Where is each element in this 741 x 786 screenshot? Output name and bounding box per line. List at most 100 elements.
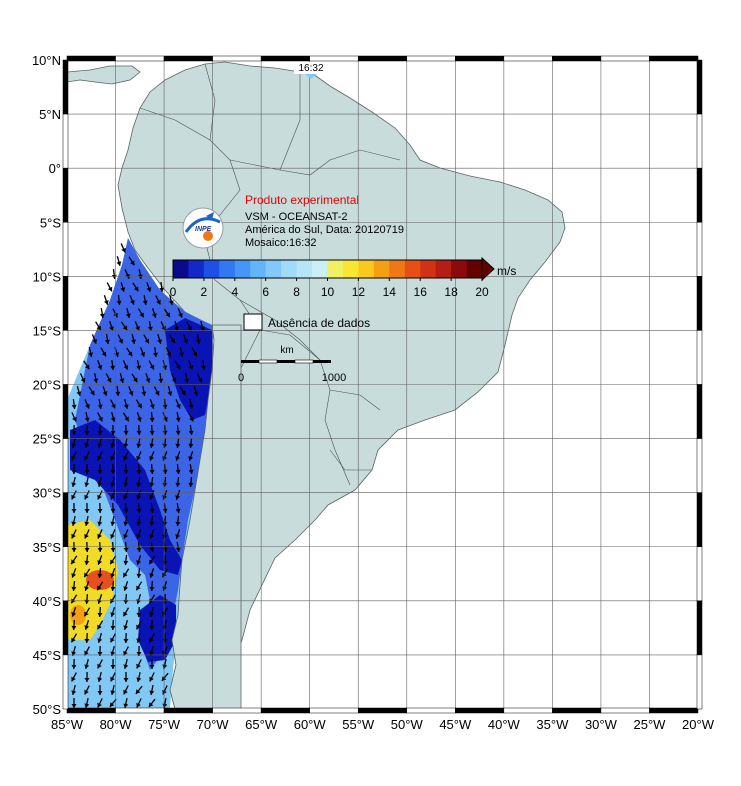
- frame-segment-left: [63, 493, 68, 547]
- frame-segment-top: [407, 56, 456, 61]
- frame-segment-right: [697, 60, 702, 114]
- colorbar-tick-label: 14: [383, 285, 397, 299]
- product-region-date: América do Sul, Data: 20120719: [245, 224, 404, 236]
- latitude-label: 40°S: [33, 594, 62, 609]
- colorbar-swatch: [266, 260, 282, 278]
- longitude-label: 25°W: [633, 717, 666, 732]
- product-sensor: VSM - OCEANSAT-2: [245, 211, 347, 223]
- frame-segment-bottom: [407, 708, 456, 713]
- frame-segment-left: [63, 655, 68, 709]
- frame-segment-bottom: [164, 708, 213, 713]
- frame-segment-bottom: [504, 708, 553, 713]
- longitude-label: 45°W: [439, 717, 472, 732]
- colorbar-swatch: [219, 260, 235, 278]
- colorbar-tick-label: 4: [231, 285, 238, 299]
- colorbar-tick-label: 6: [262, 285, 269, 299]
- latitude-label: 20°S: [33, 378, 62, 393]
- latitude-label: 35°S: [33, 540, 62, 555]
- colorbar-swatch: [358, 260, 374, 278]
- frame-segment-bottom: [552, 708, 601, 713]
- colorbar-swatch: [405, 260, 421, 278]
- colorbar-tick-label: 10: [321, 285, 335, 299]
- longitude-label: 35°W: [536, 717, 569, 732]
- colorbar-swatch: [436, 260, 452, 278]
- frame-segment-bottom: [116, 708, 165, 713]
- colorbar-swatch: [204, 260, 220, 278]
- longitude-label: 30°W: [585, 717, 618, 732]
- colorbar-tick-label: 16: [414, 285, 428, 299]
- frame-segment-left: [63, 114, 68, 168]
- frame-segment-top: [552, 56, 601, 61]
- frame-segment-top: [358, 56, 407, 61]
- latitude-label: 15°S: [33, 323, 62, 338]
- frame-segment-bottom: [358, 708, 407, 713]
- latitude-label: 10°S: [33, 269, 62, 284]
- longitude-label: 20°W: [682, 717, 715, 732]
- colorbar-swatch: [389, 260, 405, 278]
- colorbar-tick-label: 2: [201, 285, 208, 299]
- product-title: Produto experimental: [245, 193, 359, 207]
- longitude-label: 85°W: [51, 717, 84, 732]
- frame-segment-top: [310, 56, 359, 61]
- longitude-label: 40°W: [488, 717, 521, 732]
- longitude-label: 80°W: [100, 717, 133, 732]
- frame-segment-left: [63, 439, 68, 493]
- frame-segment-bottom: [310, 708, 359, 713]
- frame-segment-right: [697, 222, 702, 276]
- frame-segment-right: [697, 601, 702, 655]
- frame-segment-top: [601, 56, 650, 61]
- latitude-label: 0°: [49, 161, 61, 176]
- swath-time-label: 16:32: [298, 63, 323, 74]
- longitude-label: 50°W: [391, 717, 424, 732]
- latitude-label: 45°S: [33, 648, 62, 663]
- frame-segment-top: [455, 56, 504, 61]
- scale-end-label: 1000: [322, 372, 346, 384]
- latitude-label: 5°S: [40, 215, 61, 230]
- frame-segment-top: [649, 56, 698, 61]
- no-data-label: Ausência de dados: [268, 316, 370, 330]
- frame-segment-top: [164, 56, 213, 61]
- longitude-label: 65°W: [245, 717, 278, 732]
- colorbar-swatch: [281, 260, 297, 278]
- inpe-logo: INPE: [183, 208, 223, 248]
- colorbar-tick-label: 20: [475, 285, 489, 299]
- frame-segment-top: [504, 56, 553, 61]
- inpe-logo-text: INPE: [195, 226, 212, 233]
- frame-segment-right: [697, 330, 702, 384]
- frame-segment-left: [63, 330, 68, 384]
- colorbar-tick-label: 12: [352, 285, 366, 299]
- no-data-swatch: [244, 314, 262, 330]
- latitude-label: 5°N: [39, 107, 61, 122]
- colorbar-swatch: [343, 260, 359, 278]
- frame-segment-right: [697, 655, 702, 709]
- latitude-label: 25°S: [33, 432, 62, 447]
- frame-segment-left: [63, 601, 68, 655]
- colorbar-swatch: [250, 260, 266, 278]
- frame-segment-right: [697, 276, 702, 330]
- frame-segment-right: [697, 168, 702, 222]
- frame-segment-right: [697, 114, 702, 168]
- colorbar-swatch: [312, 260, 328, 278]
- colorbar-tick-label: 8: [293, 285, 300, 299]
- colorbar-swatch: [235, 260, 251, 278]
- frame-segment-bottom: [455, 708, 504, 713]
- longitude-label: 60°W: [294, 717, 327, 732]
- frame-segment-right: [697, 493, 702, 547]
- frame-segment-left: [63, 547, 68, 601]
- frame-segment-bottom: [601, 708, 650, 713]
- colorbar-swatch: [374, 260, 390, 278]
- colorbar-swatch: [173, 260, 189, 278]
- frame-segment-bottom: [261, 708, 310, 713]
- colorbar-tick-label: 18: [444, 285, 458, 299]
- frame-segment-right: [697, 547, 702, 601]
- colorbar-swatch: [328, 260, 344, 278]
- colorbar-swatch: [420, 260, 436, 278]
- frame-segment-left: [63, 168, 68, 222]
- longitude-label: 75°W: [148, 717, 181, 732]
- frame-segment-bottom: [649, 708, 698, 713]
- frame-segment-left: [63, 60, 68, 114]
- scale-start-label: 0: [238, 372, 244, 384]
- frame-segment-left: [63, 385, 68, 439]
